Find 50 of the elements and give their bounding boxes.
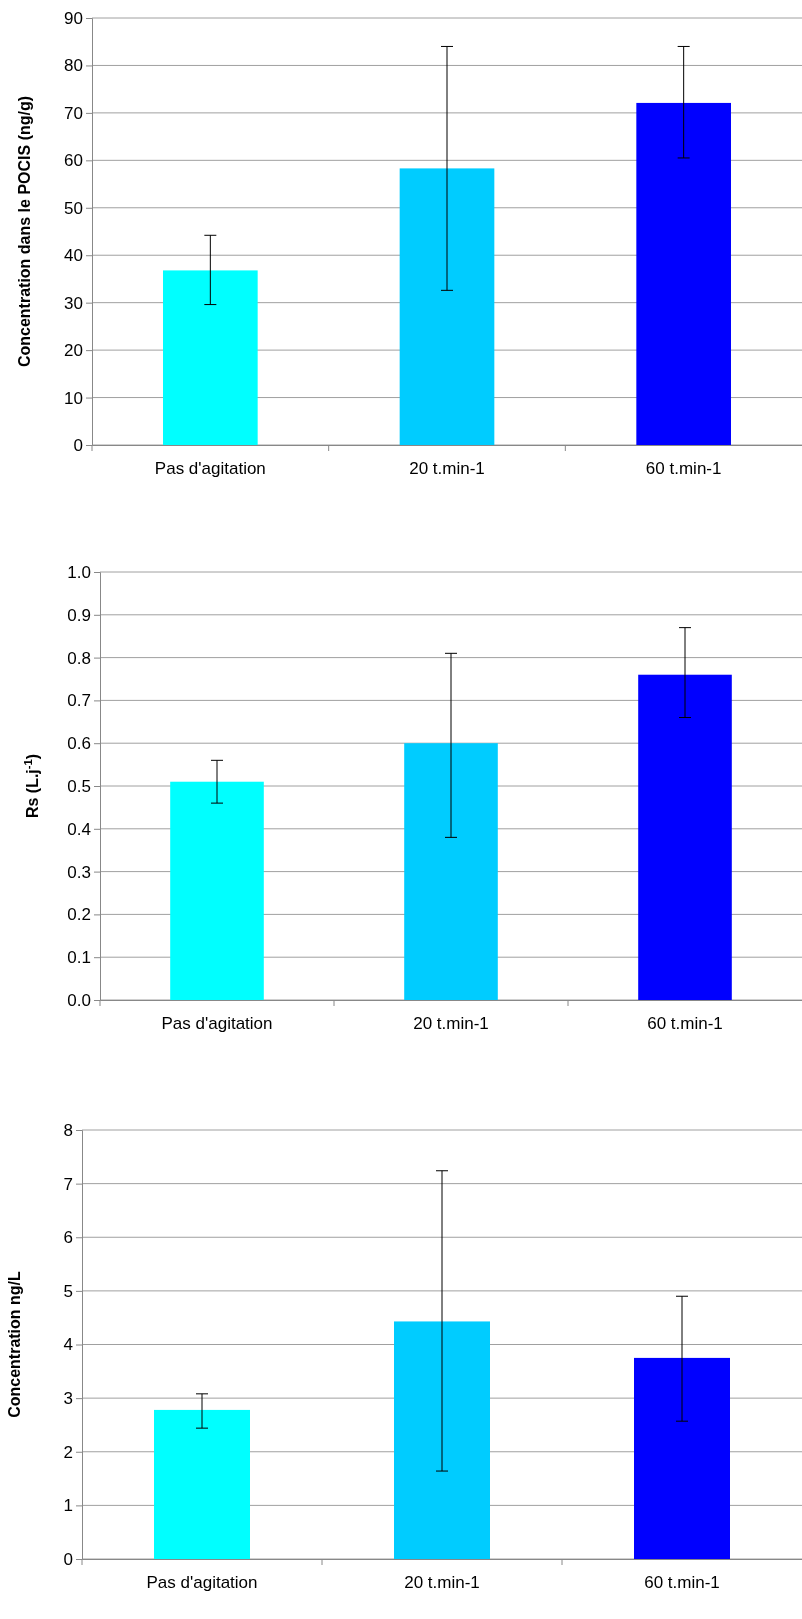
y-tick-label: 60 [64, 151, 83, 171]
bar [404, 743, 498, 1000]
y-tick-label: 0.3 [67, 862, 91, 882]
x-tick-label: Pas d'agitation [154, 458, 266, 478]
y-axis-title: Concentration ng/L [6, 1270, 23, 1418]
y-tick-label: 0.5 [67, 776, 91, 796]
y-tick-label: 6 [63, 1228, 73, 1248]
y-tick-label: 7 [63, 1174, 73, 1194]
y-tick-label: 5 [63, 1281, 73, 1301]
y-tick-label: 3 [63, 1389, 73, 1409]
bar [154, 1409, 250, 1559]
y-tick-label: 0.2 [67, 905, 91, 925]
y-tick-label: 0 [73, 435, 83, 455]
y-tick-label: 0.6 [67, 734, 91, 754]
bar [399, 168, 495, 445]
y-tick-label: 90 [64, 8, 83, 28]
x-tick-label: 20 t.min-1 [413, 1013, 489, 1033]
x-tick-label: Pas d'agitation [146, 1572, 258, 1592]
bar [636, 102, 731, 445]
y-axis-title: Concentration dans le POCIS (ng/g) [16, 95, 33, 368]
bar [638, 674, 732, 1000]
y-tick-label: 1 [63, 1496, 73, 1516]
x-tick-label: 60 t.min-1 [644, 1572, 720, 1592]
bar [634, 1357, 730, 1559]
y-tick-label: 0.0 [67, 990, 91, 1010]
x-tick-label: 60 t.min-1 [647, 1013, 723, 1033]
y-tick-label: 2 [63, 1442, 73, 1462]
y-tick-label: 0 [63, 1549, 73, 1569]
bar [394, 1321, 490, 1559]
y-tick-label: 30 [64, 293, 83, 313]
y-tick-label: 0.7 [67, 691, 91, 711]
y-tick-label: 0.1 [67, 948, 91, 968]
x-tick-label: 60 t.min-1 [645, 458, 722, 478]
y-tick-label: 10 [64, 388, 83, 408]
y-tick-label: 1.0 [67, 562, 91, 582]
y-tick-label: 0.9 [67, 605, 91, 625]
y-tick-label: 0.8 [67, 648, 91, 668]
bar [170, 781, 264, 1000]
y-tick-label: 50 [64, 198, 83, 218]
y-tick-label: 0.4 [67, 819, 91, 839]
x-tick-label: Pas d'agitation [161, 1013, 273, 1033]
x-tick-label: 20 t.min-1 [409, 458, 485, 478]
bar [163, 270, 258, 445]
y-tick-label: 70 [64, 103, 83, 123]
y-tick-label: 4 [63, 1335, 73, 1355]
y-tick-label: 8 [63, 1120, 73, 1140]
y-tick-label: 80 [64, 56, 83, 76]
x-tick-label: 20 t.min-1 [404, 1572, 480, 1592]
y-tick-label: 40 [64, 246, 83, 266]
y-tick-label: 20 [64, 341, 83, 361]
